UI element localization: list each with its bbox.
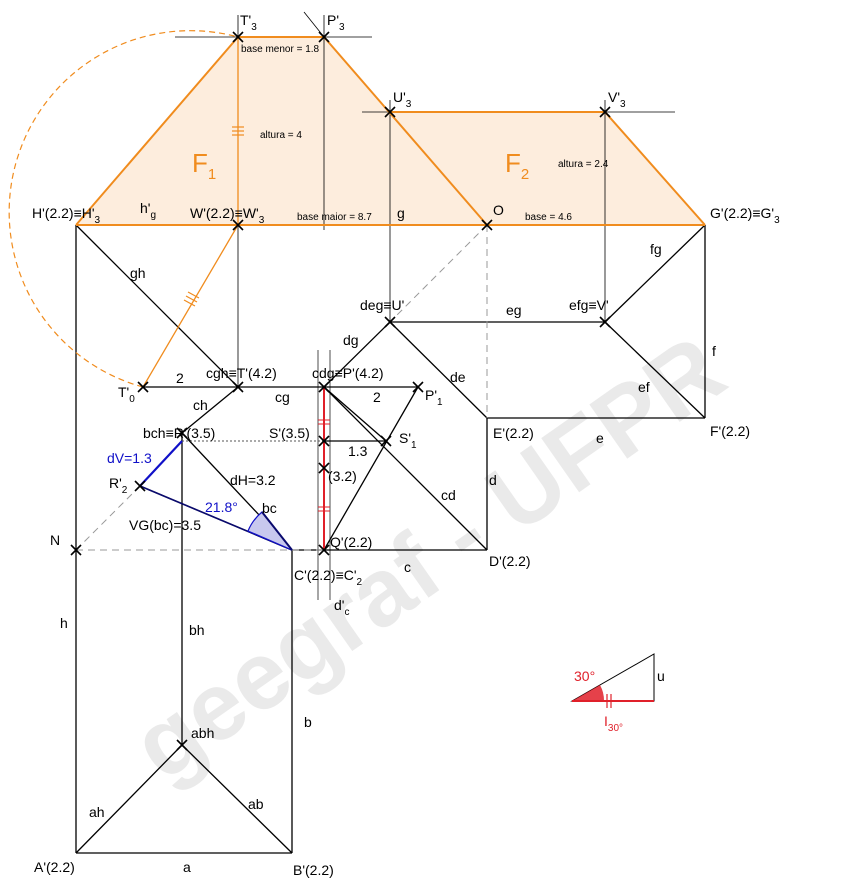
point-label-o: O [493, 202, 504, 218]
point-label-hg: h'g [140, 200, 156, 221]
point-label-h: h [60, 615, 68, 631]
point-label-eg: eg [506, 302, 522, 318]
point-label-efg: efg≡V' [569, 297, 609, 313]
point-label-a: A'(2.2) [34, 859, 75, 875]
point-label-ab: ab [248, 796, 264, 812]
point-marker [70, 544, 82, 556]
point-label-c: c [404, 559, 411, 575]
annotation-dv: dV=1.3 [107, 450, 152, 466]
point-label-g: G'(2.2)≡G'3 [710, 205, 780, 226]
point-label-t3: T'3 [240, 12, 257, 33]
point-label-fg: fg [650, 241, 662, 257]
annotation-base-f2: base = 4.6 [525, 212, 572, 223]
point-label-p1: P'1 [425, 387, 443, 408]
point-marker [176, 739, 188, 751]
point-marker [412, 381, 424, 393]
point-label-f: f [712, 343, 716, 359]
face-label-f1: F1 [192, 148, 216, 183]
point-marker [599, 106, 611, 118]
point-label-gh: gh [130, 265, 146, 281]
annotation-num-13: 1.3 [348, 443, 368, 459]
point-marker [176, 427, 188, 439]
annotation-altura-f2: altura = 2.4 [558, 159, 609, 170]
point-label-dg: dg [343, 332, 359, 348]
point-marker [384, 106, 396, 118]
point-label-c: C'(2.2)≡C'2 [294, 567, 363, 588]
annotation-vg: VG(bc)=3.5 [129, 517, 201, 533]
point-label-abh: abh [191, 725, 214, 741]
point-label-cdg: cdg≡P'(4.2) [312, 365, 384, 381]
point-label-s: S'(3.5) [269, 425, 310, 441]
point-label-r2: R'2 [109, 475, 128, 496]
point-marker [318, 31, 330, 43]
face-label-f2: F2 [505, 148, 529, 183]
annotation-altura-f1: altura = 4 [260, 130, 302, 141]
annotation-base-menor: base menor = 1.8 [241, 44, 320, 55]
point-label-cgh: cgh≡T'(4.2) [206, 365, 277, 381]
point-label-u: u [657, 668, 665, 684]
point-label-v3: V'3 [608, 89, 626, 110]
point-label-d: D'(2.2) [489, 553, 531, 569]
point-label-cd: cd [441, 487, 456, 503]
point-label-bh: bh [189, 622, 205, 638]
point-label-ef: ef [638, 379, 650, 395]
annotation-num-2b: 2 [373, 389, 381, 405]
point-marker [232, 31, 244, 43]
point-marker [318, 544, 330, 556]
point-marker [232, 381, 244, 393]
point-marker [232, 219, 244, 231]
point-label-n: N [50, 532, 60, 548]
point-label-g: g [397, 205, 405, 221]
point-label-de: de [450, 369, 466, 385]
point-marker [481, 219, 493, 231]
point-label-h: H'(2.2)≡H'3 [32, 205, 101, 226]
point-marker [380, 435, 392, 447]
point-marker [318, 435, 330, 447]
point-label-s1: S'1 [399, 430, 417, 451]
annotation-angle-red: 30° [574, 668, 595, 684]
dashed-lines [8, 30, 488, 551]
point-marker [318, 462, 330, 474]
point-label-a: a [183, 859, 191, 875]
annotation-base-maior: base maior = 8.7 [297, 212, 372, 223]
point-label-b: b [304, 714, 312, 730]
point-label-p3: P'3 [327, 12, 345, 33]
point-label-e: e [596, 430, 604, 446]
point-label-e: E'(2.2) [493, 425, 534, 441]
point-label-t0: T'0 [118, 384, 135, 405]
point-label-u3: U'3 [393, 89, 412, 110]
point-label-bch: bch≡R'(3.5) [143, 425, 215, 441]
face-f2 [390, 112, 705, 225]
point-marker [134, 480, 146, 492]
point-labels: T'3 P'3 U'3 V'3 H'(2.2)≡H'3 h'g W'(2.2)≡W'3 g O G… [32, 12, 780, 878]
point-label-w: W'(2.2)≡W'3 [190, 205, 265, 226]
annotation-num-32: (3.2) [328, 468, 357, 484]
point-label-cg: cg [275, 389, 290, 405]
equal-marks-orange [183, 126, 244, 307]
annotation-num-2a: 2 [176, 370, 184, 386]
point-marker [384, 316, 396, 328]
point-label-ch: ch [193, 397, 208, 413]
point-label-dc: d'c [334, 597, 349, 618]
point-label-d: d [489, 472, 497, 488]
true-length-triangle [139, 440, 293, 551]
point-label-bc: bc [262, 500, 277, 516]
point-label-ah: ah [89, 804, 105, 820]
point-label-i30: I30° [604, 713, 623, 734]
point-label-q: Q'(2.2) [330, 534, 372, 550]
point-label-b: B'(2.2) [293, 862, 334, 878]
point-marker [137, 381, 149, 393]
annotation-dh: dH=3.2 [230, 472, 276, 488]
annotation-angle-blue: 21.8° [205, 499, 238, 515]
point-label-f: F'(2.2) [710, 423, 750, 439]
slope-triangle-30 [570, 653, 655, 708]
point-marker [318, 381, 330, 393]
point-label-deg: deg≡U' [360, 297, 404, 313]
point-markers [70, 31, 611, 751]
face-f1 [76, 37, 487, 225]
point-marker [599, 316, 611, 328]
